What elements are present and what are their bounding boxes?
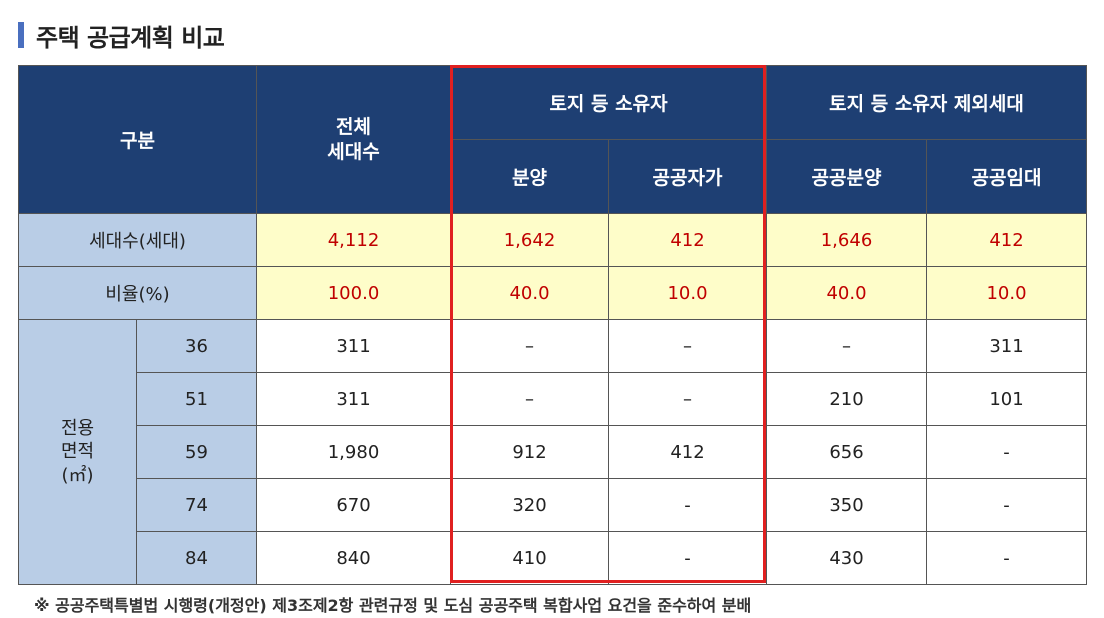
header-public-rent: 공공임대 <box>926 139 1087 214</box>
section-title: 주택 공급계획 비교 <box>18 18 225 52</box>
header-group-others: 토지 등 소유자 제외세대 <box>766 65 1087 140</box>
table-cell: 100.0 <box>256 266 451 320</box>
table-cell: 670 <box>256 478 451 532</box>
table-cell: 430 <box>766 531 927 585</box>
table-row: 비율(%) 100.0 40.0 10.0 40.0 10.0 <box>18 266 1087 320</box>
table-cell: 40.0 <box>766 266 927 320</box>
table-cell: – <box>450 372 609 426</box>
header-sale: 분양 <box>450 139 609 214</box>
table-cell: – <box>608 372 767 426</box>
footnote: ※ 공공주택특별법 시행령(개정안) 제3조제2항 관련규정 및 도심 공공주택… <box>34 596 752 615</box>
area-size: 51 <box>136 372 257 426</box>
header-category: 구분 <box>18 65 257 214</box>
table-row: 전용 면적 (㎡) 36 311 – – – 311 <box>18 319 1087 585</box>
table-cell: 4,112 <box>256 213 451 267</box>
table-cell: 1,646 <box>766 213 927 267</box>
table-cell: 101 <box>926 372 1087 426</box>
table-cell: 350 <box>766 478 927 532</box>
table-cell: - <box>926 478 1087 532</box>
area-size: 84 <box>136 531 257 585</box>
table-row: 59 1,980 912 412 656 - <box>19 425 1087 479</box>
header-public-sale: 공공분양 <box>766 139 927 214</box>
table-cell: – <box>766 319 927 373</box>
table-row: 84 840 410 - 430 - <box>19 531 1087 585</box>
table-cell: 311 <box>926 319 1087 373</box>
area-size: 74 <box>136 478 257 532</box>
header-self-owned: 공공자가 <box>608 139 767 214</box>
table-cell: - <box>926 531 1087 585</box>
table-cell: - <box>608 531 767 585</box>
row-label: 세대수(세대) <box>18 213 257 267</box>
table-row: 51 311 – – 210 101 <box>19 372 1087 426</box>
table-cell: 412 <box>608 425 767 479</box>
table-cell: 1,642 <box>450 213 609 267</box>
header-total-units: 전체 세대수 <box>256 65 451 214</box>
title-accent-bar <box>18 22 24 48</box>
table-row: 74 670 320 - 350 - <box>19 478 1087 532</box>
table-cell: 311 <box>256 372 451 426</box>
area-size: 59 <box>136 425 257 479</box>
table-cell: 311 <box>256 319 451 373</box>
row-label: 비율(%) <box>18 266 257 320</box>
table-cell: 40.0 <box>450 266 609 320</box>
table-cell: - <box>608 478 767 532</box>
table-cell: 1,980 <box>256 425 451 479</box>
table-cell: - <box>926 425 1087 479</box>
table-cell: 410 <box>450 531 609 585</box>
table-cell: 412 <box>926 213 1087 267</box>
table-cell: 412 <box>608 213 767 267</box>
header-group-owners: 토지 등 소유자 <box>450 65 767 140</box>
table-cell: 10.0 <box>926 266 1087 320</box>
area-group-label: 전용 면적 (㎡) <box>18 319 137 585</box>
page-title: 주택 공급계획 비교 <box>36 23 225 52</box>
table-cell: 840 <box>256 531 451 585</box>
table-cell: – <box>608 319 767 373</box>
housing-supply-table: 구분 전체 세대수 토지 등 소유자 토지 등 소유자 제외세대 분양 공공자가… <box>18 65 1087 585</box>
table-row: 세대수(세대) 4,112 1,642 412 1,646 412 <box>18 213 1087 267</box>
table-cell: 320 <box>450 478 609 532</box>
area-size: 36 <box>136 319 257 373</box>
table-cell: 912 <box>450 425 609 479</box>
table-cell: 10.0 <box>608 266 767 320</box>
table-cell: 210 <box>766 372 927 426</box>
table-cell: – <box>450 319 609 373</box>
table-cell: 656 <box>766 425 927 479</box>
